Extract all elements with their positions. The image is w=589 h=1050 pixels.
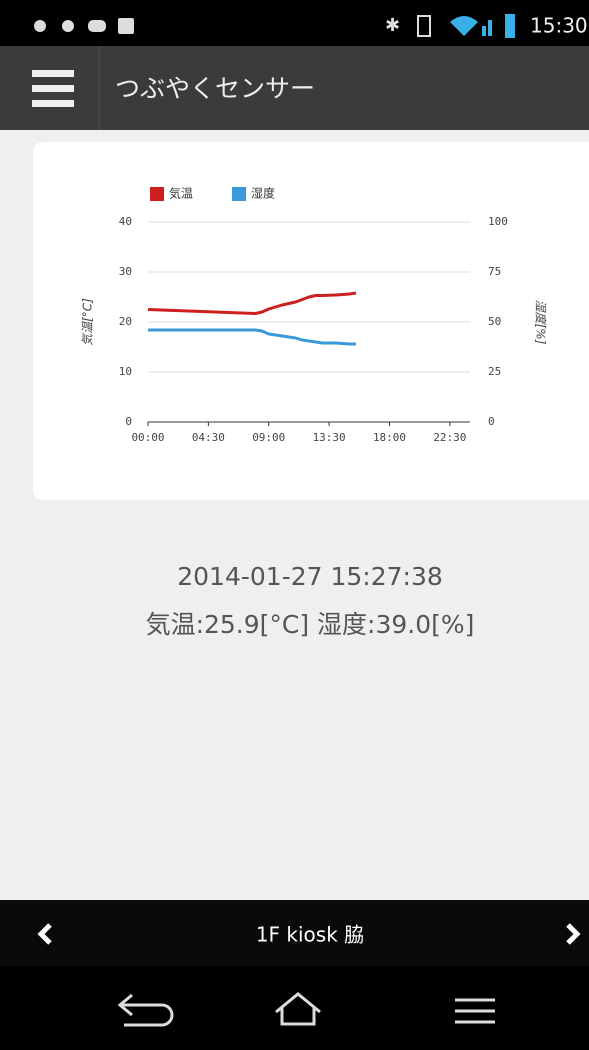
x-tick-label: 18:00 <box>373 431 406 444</box>
y2-tick-label: 0 <box>488 415 495 428</box>
chart-card <box>33 142 589 500</box>
y-tick-label: 10 <box>119 365 132 378</box>
y-tick-label: 40 <box>119 215 132 228</box>
status-time: 15:30 <box>530 14 588 38</box>
home-button[interactable] <box>275 992 321 1026</box>
data-line <box>147 291 357 315</box>
status-icons <box>34 14 515 38</box>
system-nav <box>0 966 589 1050</box>
legend-swatch <box>232 187 246 201</box>
y2-tick-label: 100 <box>488 215 508 228</box>
location: 1F kiosk 脇 <box>256 923 364 947</box>
legend-label: 湿度 <box>251 186 275 201</box>
bluetooth-icon: ✱ <box>385 15 400 36</box>
data-line <box>148 328 356 346</box>
x-tick-label: 04:30 <box>192 431 225 444</box>
legend-swatch <box>150 187 164 201</box>
status-bar <box>0 0 589 46</box>
y2-axis-label: 湿度[%] <box>534 300 548 345</box>
y2-tick-label: 50 <box>488 315 501 328</box>
x-tick-label: 22:30 <box>433 431 466 444</box>
recent-button[interactable] <box>455 998 495 1024</box>
x-tick-label: 00:00 <box>131 431 164 444</box>
x-tick-label: 13:30 <box>313 431 346 444</box>
back-button[interactable] <box>117 993 174 1027</box>
footer-bar <box>0 900 589 966</box>
y-tick-label: 20 <box>119 315 132 328</box>
legend-label: 気温 <box>169 186 193 201</box>
y2-tick-label: 25 <box>488 365 501 378</box>
next-button[interactable] <box>566 923 581 945</box>
y2-tick-label: 75 <box>488 265 501 278</box>
x-tick-label: 09:00 <box>252 431 285 444</box>
chart: 0 10 20 30 40 0 25 50 75 100 00:00 04:30 09:00 13:30 1… <box>81 186 548 445</box>
y-tick-label: 30 <box>119 265 132 278</box>
app-title: つぶやくセンサー <box>115 74 315 103</box>
y-axis-label: 気温[°C] <box>81 298 95 346</box>
app-bar <box>0 46 589 130</box>
prev-button[interactable] <box>37 923 52 945</box>
y-tick-label: 0 <box>125 415 132 428</box>
reading-timestamp: 2014-01-27 15:27:38 <box>177 562 443 591</box>
reading-values: 気温:25.9[°C] 湿度:39.0[%] <box>146 610 475 639</box>
menu-button[interactable] <box>32 70 74 107</box>
